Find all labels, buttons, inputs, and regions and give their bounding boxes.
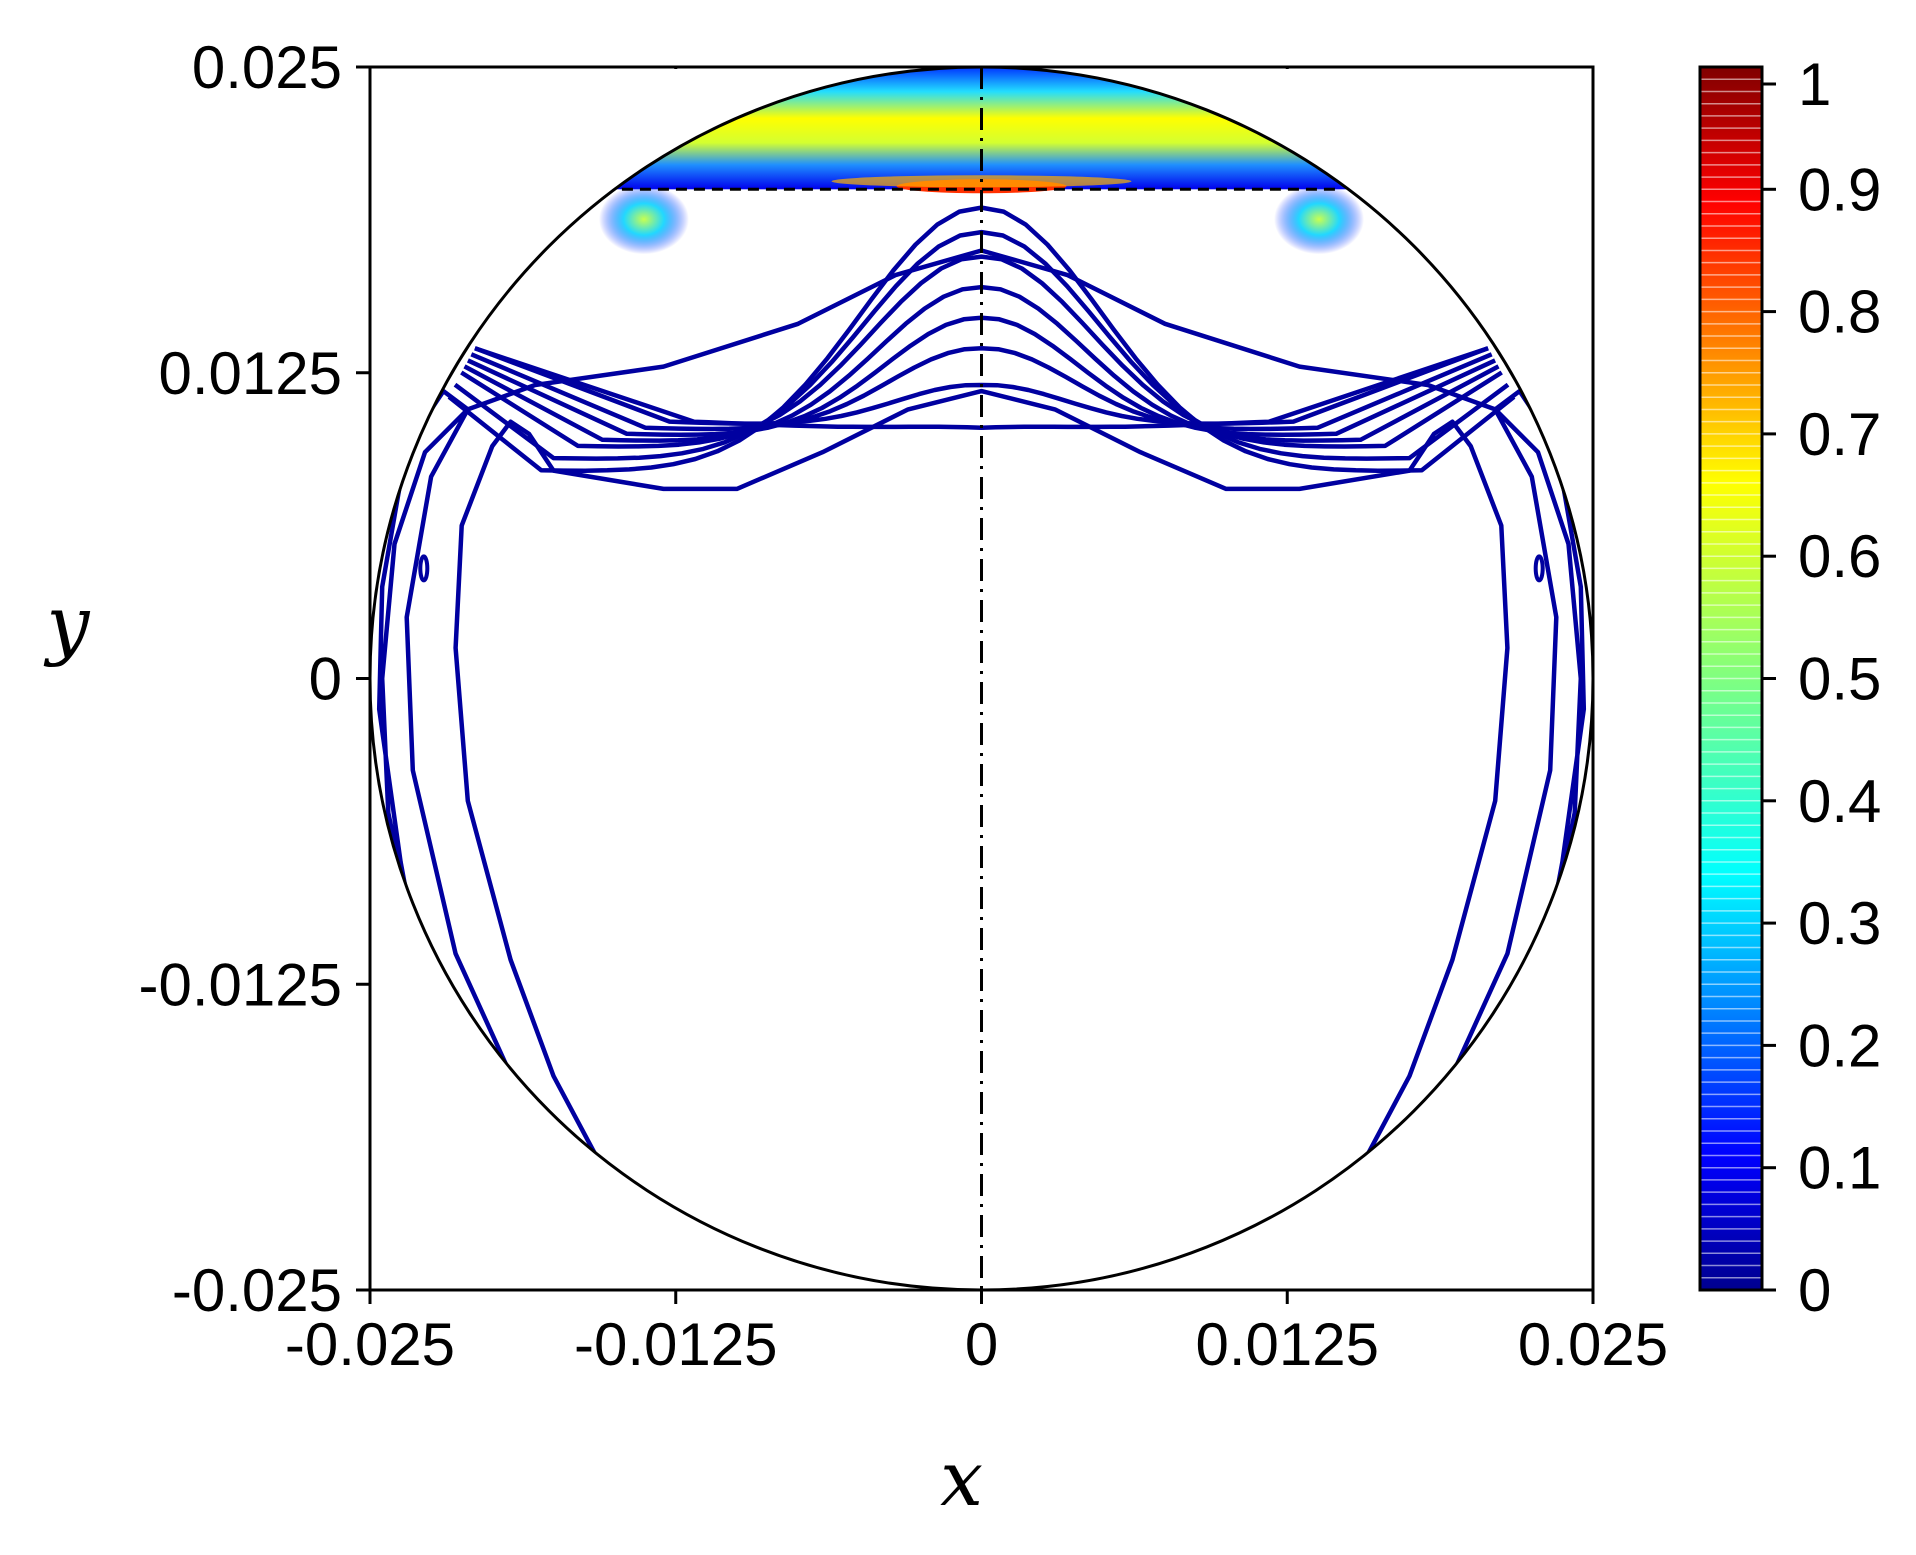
colorbar-tick-label: 0.4: [1798, 768, 1881, 835]
right-side-spot: [1274, 184, 1365, 255]
overlay-lines: [368, 65, 1595, 1292]
colorbar-tick-label: 0.1: [1798, 1135, 1881, 1202]
left-side-spot: [598, 184, 689, 255]
contour-outer-left: [376, 387, 472, 961]
colorbar-tick-label: 0.6: [1798, 523, 1881, 590]
colorbar-tick-label: 0.2: [1798, 1012, 1881, 1079]
y-tick-label: 0.025: [192, 34, 342, 101]
y-tick-label: 0.0125: [158, 340, 342, 407]
colorbar-tick-label: 0.3: [1798, 890, 1881, 957]
x-tick-label: -0.025: [285, 1311, 455, 1378]
colorbar: 1 0.9 0.8 0.7 0.6 0.5 0.4 0.3 0.2 0.1 0: [1698, 51, 1881, 1324]
axes: -0.025 -0.0125 0 0.0125 0.025 0.025 0.0125 0 -0.…: [44, 34, 1669, 1523]
x-axis-label: x: [940, 1434, 983, 1523]
colorbar-tick-label: 0.8: [1798, 279, 1881, 346]
contour-outer-right: [1491, 387, 1587, 961]
contour-arch-2: [460, 254, 1503, 449]
contour-island-left: [418, 554, 430, 583]
y-tick-label: -0.0125: [139, 951, 343, 1018]
colorbar-tick-label: 0.9: [1798, 156, 1881, 223]
contour-island-right: [1533, 554, 1545, 583]
x-tick-label: -0.0125: [574, 1311, 778, 1378]
x-tick-label: 0: [965, 1311, 998, 1378]
y-axis-label: y: [44, 579, 91, 668]
colorbar-tick-label: 0.5: [1798, 646, 1881, 713]
x-tick-label: 0.025: [1518, 1311, 1668, 1378]
colorbar-tick-label: 0.7: [1798, 401, 1881, 468]
colorbar-tick-label: 1: [1798, 51, 1831, 118]
y-tick-label: -0.025: [172, 1257, 342, 1324]
x-tick-label: 0.0125: [1195, 1311, 1379, 1378]
colorbar-tick-label: 0: [1798, 1257, 1831, 1324]
contour-arch-5: [470, 346, 1493, 432]
y-tick-label: 0: [309, 646, 342, 713]
